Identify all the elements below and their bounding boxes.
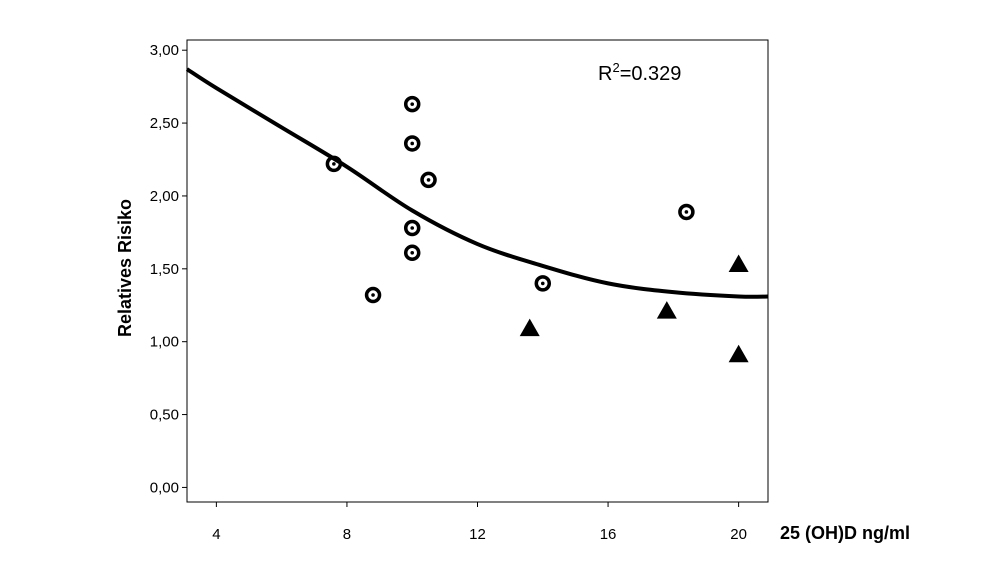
- circle-marker: [420, 171, 437, 189]
- triangle-marker: [656, 301, 677, 319]
- triangle-marker: [728, 344, 749, 363]
- x-tick-label: 8: [343, 526, 351, 543]
- triangle-marker: [519, 318, 540, 337]
- y-tick-label: 2,00: [150, 188, 179, 205]
- circle-marker: [403, 135, 421, 152]
- x-axis-ticks: 4 8 12 16 20: [212, 502, 747, 543]
- fit-curve: [185, 67, 769, 299]
- y-tick-label: 1,00: [150, 334, 179, 351]
- x-tick-label: 16: [600, 526, 617, 543]
- x-tick-label: 4: [212, 526, 220, 543]
- x-axis-title: 25 (OH)D ng/ml: [780, 523, 910, 543]
- y-tick-label: 1,50: [150, 261, 179, 278]
- circle-marker: [678, 203, 695, 221]
- y-axis-title: Relatives Risiko: [115, 199, 135, 337]
- x-tick-label: 12: [469, 526, 486, 543]
- y-tick-label: 0,00: [150, 479, 179, 496]
- x-tick-label: 20: [730, 526, 747, 543]
- plot-frame: [186, 39, 769, 503]
- circle-marker: [325, 155, 343, 173]
- data-markers: [325, 95, 749, 363]
- r-squared-sup: 2: [612, 60, 619, 75]
- triangle-marker: [728, 254, 749, 272]
- y-tick-label: 2,50: [150, 115, 179, 132]
- circle-marker: [403, 244, 421, 262]
- circle-marker: [403, 219, 421, 237]
- r-squared-annotation: R2=0.329: [598, 60, 681, 85]
- circle-marker: [403, 95, 421, 113]
- circle-marker: [364, 286, 382, 304]
- y-tick-label: 0,50: [150, 407, 179, 424]
- y-tick-label: 3,00: [150, 42, 179, 59]
- r-squared-value: =0.329: [620, 63, 682, 85]
- y-axis-ticks: 0,00 0,50 1,00 1,50 2,00 2,50 3,00: [150, 42, 187, 496]
- circle-marker: [534, 275, 552, 292]
- r-squared-base: R: [598, 63, 612, 85]
